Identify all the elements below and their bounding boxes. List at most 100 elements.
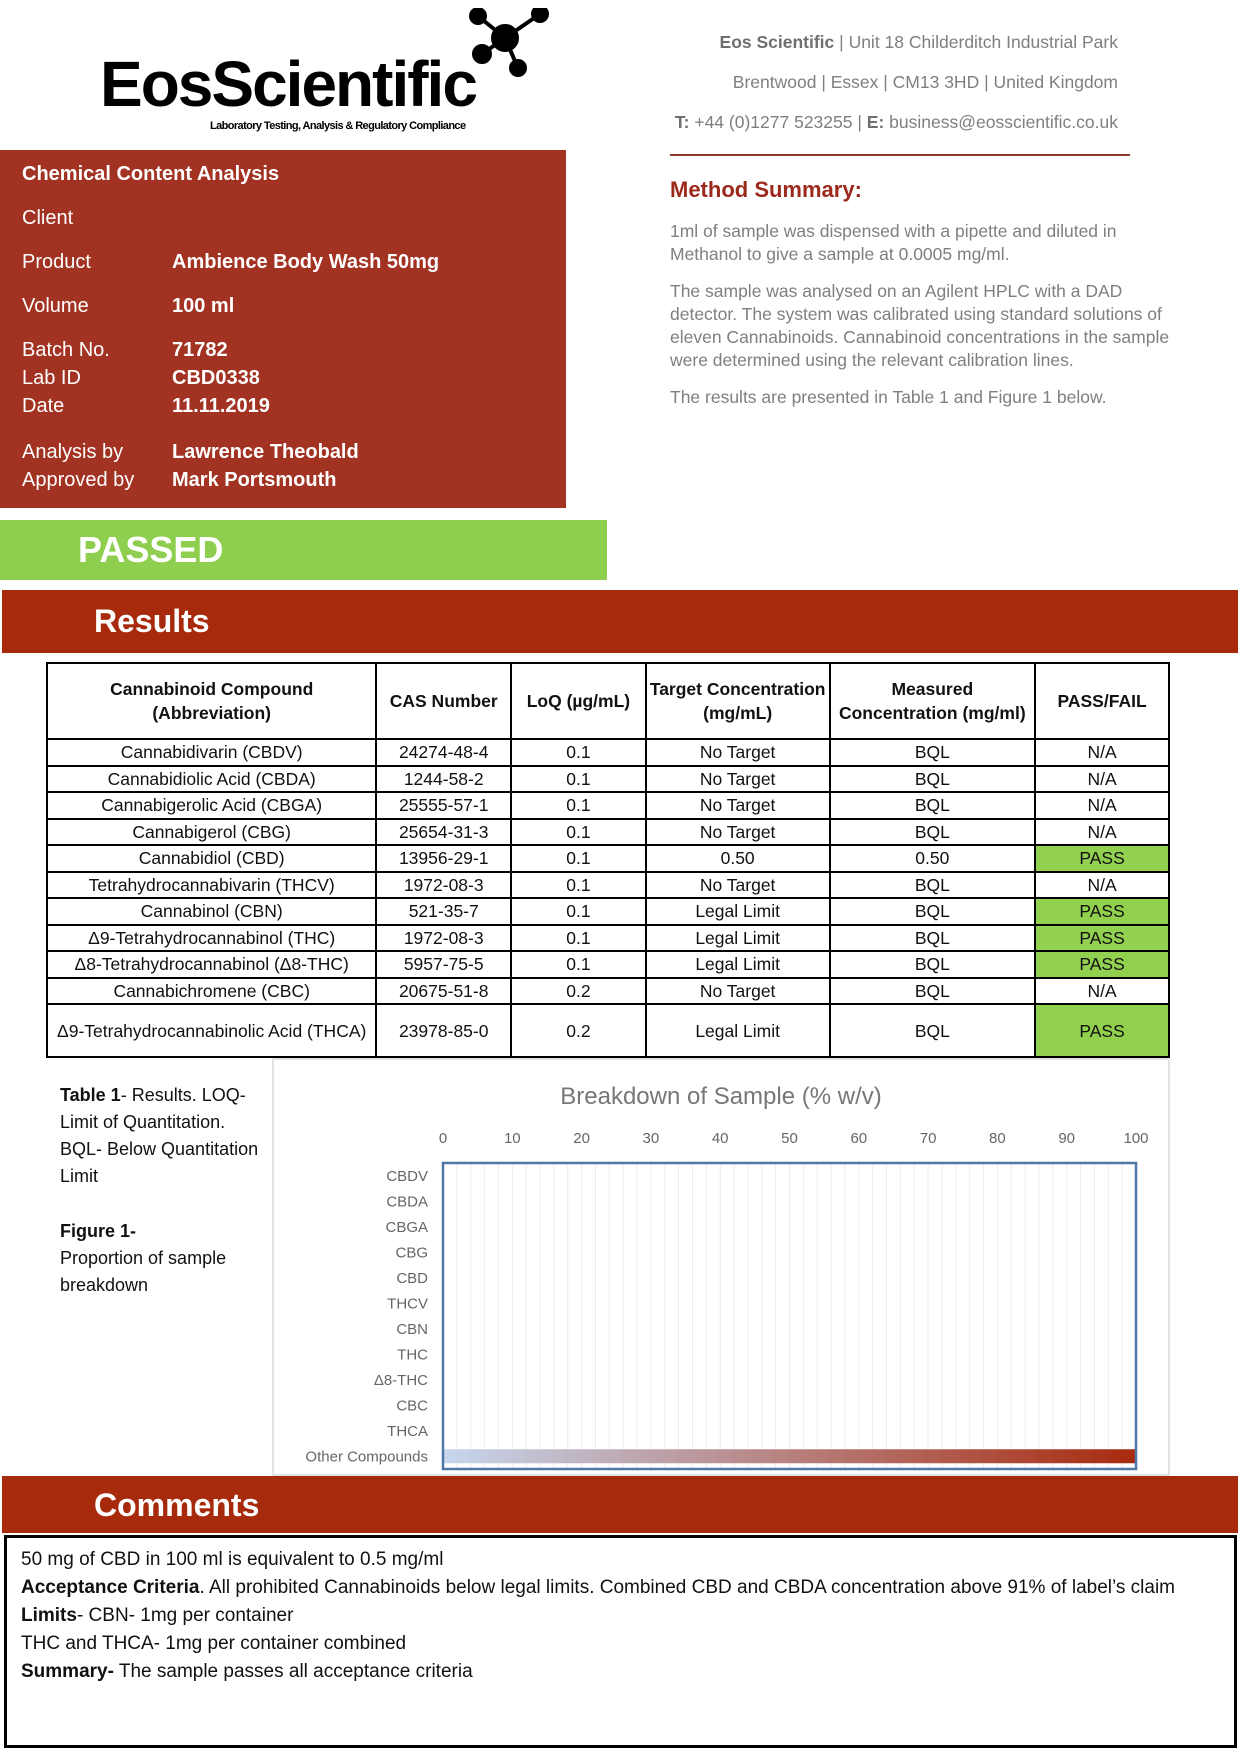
table-header-row: Cannabinoid Compound (Abbreviation) CAS N… (45, 662, 1170, 740)
y-category-label: CBN (396, 1321, 428, 1338)
labid-label: Lab ID (22, 367, 81, 389)
result-cell: N/A (1034, 817, 1170, 846)
loq-cell: 0.1 (510, 817, 647, 846)
acceptance-label: Acceptance Criteria (21, 1577, 200, 1598)
figure-caption-label: Figure 1- (60, 1221, 137, 1241)
target-cell: Legal Limit (644, 950, 831, 979)
target-cell: 0.50 (644, 844, 831, 873)
column-header: CAS Number (375, 662, 513, 740)
comments-box: 50 mg of CBD in 100 ml is equivalent to … (4, 1535, 1237, 1748)
compound-cell: Cannabichromene (CBC) (45, 976, 378, 1005)
compound-cell: Cannabidivarin (CBDV) (45, 738, 378, 767)
method-summary-title: Method Summary: (670, 177, 862, 202)
table-row: Cannabidiolic Acid (CBDA) 1244-58-2 0.1 No … (45, 764, 1170, 793)
limits-label: Limits (21, 1605, 77, 1626)
result-cell: N/A (1034, 764, 1170, 793)
column-header: Cannabinoid Compound (Abbreviation) (45, 662, 378, 740)
y-category-label: THCA (387, 1423, 428, 1440)
result-cell: N/A (1034, 976, 1170, 1005)
figure-caption: Figure 1- Proportion of sample breakdown (60, 1218, 250, 1299)
table-row: Cannabigerolic Acid (CBGA) 25555-57-1 0.1 N… (45, 791, 1170, 820)
logo-wordmark: EosScientific (100, 48, 478, 120)
panel-title: Chemical Content Analysis (22, 163, 280, 185)
address-street: | Unit 18 Childerditch Industrial Park (839, 32, 1118, 52)
target-cell: No Target (644, 870, 831, 899)
table-row: Δ8-Tetrahydrocannabinol (Δ8-THC) 5957-75-… (45, 950, 1170, 979)
table-row: Cannabidivarin (CBDV) 24274-48-4 0.1 No Tar… (45, 738, 1170, 767)
summary: Summary- The sample passes all acceptanc… (21, 1658, 1220, 1686)
column-header: PASS/FAIL (1034, 662, 1170, 740)
x-tick-label: 20 (573, 1130, 590, 1147)
result-cell: N/A (1034, 870, 1170, 899)
target-cell: Legal Limit (644, 923, 831, 952)
results-heading: Results (2, 590, 1238, 653)
address-line-1: Eos Scientific | Unit 18 Childerditch In… (720, 31, 1118, 53)
table-row: Δ9-Tetrahydrocannabinolic Acid (THCA) 239… (45, 1003, 1170, 1058)
y-category-label: CBGA (385, 1219, 428, 1236)
acceptance-criteria: Acceptance Criteria. All prohibited Cann… (21, 1574, 1220, 1602)
analysis-info-panel: Chemical Content Analysis Client Product… (0, 150, 566, 508)
x-tick-label: 60 (850, 1130, 867, 1147)
y-category-label: Δ8-THC (374, 1372, 428, 1389)
measured-cell: BQL (828, 950, 1037, 979)
status-badge: PASSED (0, 520, 607, 580)
column-header: Measured Concentration (mg/ml) (828, 662, 1037, 740)
column-header: Target Concentration (mg/mL) (644, 662, 831, 740)
method-summary: Method Summary: 1ml of sample was dispen… (670, 176, 1170, 423)
compound-cell: Tetrahydrocannabivarin (THCV) (45, 870, 378, 899)
measured-cell: BQL (828, 791, 1037, 820)
client-label: Client (22, 207, 74, 229)
plot-area-border (441, 1161, 1138, 1471)
cas-cell: 20675-51-8 (375, 976, 513, 1005)
results-table: Cannabinoid Compound (Abbreviation) CAS N… (45, 662, 1170, 1058)
y-category-label: CBDA (386, 1193, 428, 1210)
cas-cell: 521-35-7 (375, 897, 513, 926)
company-name: Eos Scientific (719, 32, 835, 52)
cas-cell: 5957-75-5 (375, 950, 513, 979)
compound-cell: Cannabinol (CBN) (45, 897, 378, 926)
measured-cell: BQL (828, 738, 1037, 767)
acceptance-text: . All prohibited Cannabinoids below lega… (199, 1577, 1175, 1598)
chart-title: Breakdown of Sample (% w/v) (560, 1083, 881, 1110)
method-paragraph-2: The sample was analysed on an Agilent HP… (670, 281, 1170, 370)
labid-value: CBD0338 (172, 367, 260, 389)
table-row: Cannabinol (CBN) 521-35-7 0.1 Legal Limit BQ… (45, 897, 1170, 926)
target-cell: Legal Limit (644, 1003, 831, 1058)
loq-cell: 0.1 (510, 870, 647, 899)
y-category-label: CBG (395, 1244, 428, 1261)
batch-label: Batch No. (22, 339, 110, 361)
email-link[interactable]: business@eosscientific.co.uk (889, 112, 1118, 132)
cas-cell: 23978-85-0 (375, 1003, 513, 1058)
result-cell: PASS (1034, 1003, 1170, 1058)
target-cell: No Target (644, 976, 831, 1005)
x-tick-label: 0 (439, 1130, 447, 1147)
email-label: E: (866, 112, 885, 132)
compound-cell: Δ8-Tetrahydrocannabinol (Δ8-THC) (45, 950, 378, 979)
y-category-label: THCV (387, 1295, 428, 1312)
compound-cell: Δ9-Tetrahydrocannabinolic Acid (THCA) (45, 1003, 378, 1058)
loq-cell: 0.2 (510, 1003, 647, 1058)
measured-cell: BQL (828, 1003, 1037, 1058)
result-cell: PASS (1034, 950, 1170, 979)
table-caption: Table 1- Results. LOQ-Limit of Quantitat… (60, 1082, 260, 1190)
breakdown-chart-svg: Breakdown of Sample (% w/v) 0 10 20 30 40 50 6… (305, 1083, 1149, 1471)
bar-other-compounds (443, 1449, 1136, 1464)
loq-cell: 0.1 (510, 844, 647, 873)
measured-cell: BQL (828, 817, 1037, 846)
target-cell: No Target (644, 738, 831, 767)
date-label: Date (22, 395, 65, 417)
result-cell: PASS (1034, 923, 1170, 952)
phone: +44 (0)1277 523255 | (694, 112, 862, 132)
x-tick-label: 30 (643, 1130, 660, 1147)
cas-cell: 1244-58-2 (375, 764, 513, 793)
cas-cell: 13956-29-1 (375, 844, 513, 873)
volume-value: 100 ml (172, 295, 235, 317)
cas-cell: 25555-57-1 (375, 791, 513, 820)
analysis-by-label: Analysis by (22, 441, 124, 463)
x-tick-label: 40 (712, 1130, 729, 1147)
comments-heading: Comments (2, 1476, 1238, 1533)
breakdown-chart: Breakdown of Sample (% w/v) 0 10 20 30 40 50 6… (272, 1058, 1170, 1476)
result-cell: PASS (1034, 844, 1170, 873)
address-line-2: Brentwood | Essex | CM13 3HD | United Ki… (732, 72, 1118, 92)
x-tick-label: 50 (781, 1130, 798, 1147)
